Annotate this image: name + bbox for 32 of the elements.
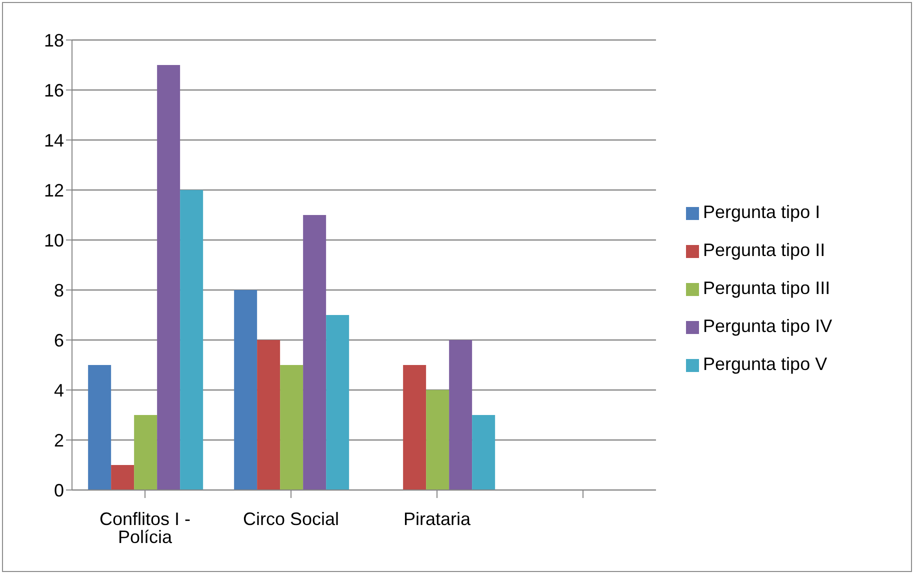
y-tick-label: 14 — [44, 130, 64, 150]
y-tick-label: 10 — [44, 230, 64, 250]
bar — [234, 290, 258, 490]
bar — [180, 190, 204, 490]
bar — [134, 415, 158, 490]
bar — [403, 365, 426, 490]
bar — [157, 65, 180, 490]
legend-label: Pergunta tipo II — [703, 240, 826, 260]
y-tick-label: 18 — [44, 30, 64, 50]
bar — [303, 215, 326, 490]
y-tick-label: 8 — [54, 280, 64, 300]
y-tick-label: 4 — [54, 380, 64, 400]
y-tick-label: 16 — [44, 80, 64, 100]
legend-label: Pergunta tipo III — [703, 278, 830, 298]
x-tick-label: Circo Social — [242, 508, 340, 529]
y-tick-label: 12 — [44, 180, 64, 200]
y-tick-label: 0 — [54, 480, 64, 500]
bar — [111, 465, 134, 490]
x-tick-label: Pirataria — [403, 508, 472, 529]
y-tick-label: 2 — [54, 430, 64, 450]
x-tick-label: Conflitos I - Polícia — [99, 508, 191, 547]
legend-label: Pergunta tipo I — [703, 202, 820, 222]
bar — [280, 365, 304, 490]
y-tick-label: 6 — [54, 330, 64, 350]
bar — [426, 390, 450, 490]
bar — [88, 365, 112, 490]
bar — [449, 340, 472, 490]
legend-label: Pergunta tipo IV — [703, 316, 832, 336]
bar — [326, 315, 350, 490]
bar — [472, 415, 496, 490]
bar — [257, 340, 280, 490]
legend-label: Pergunta tipo V — [703, 354, 828, 374]
